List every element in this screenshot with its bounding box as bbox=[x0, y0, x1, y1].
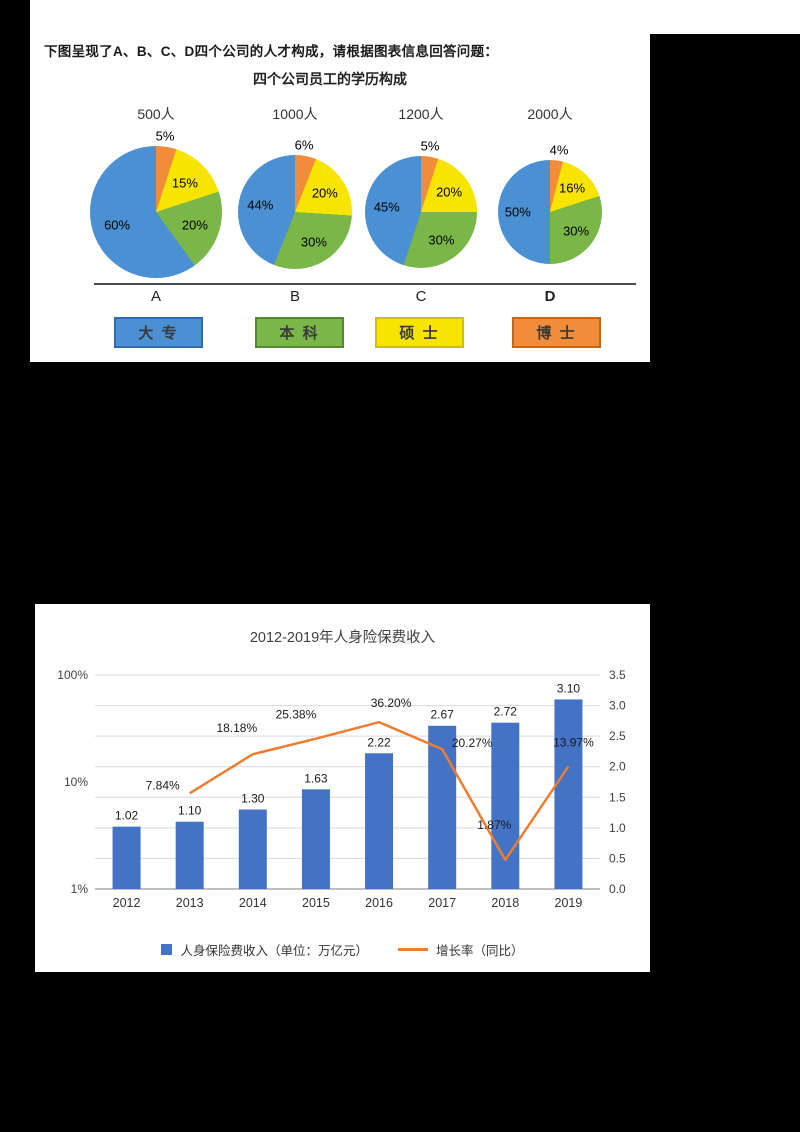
x-axis-label-2015: 2015 bbox=[302, 896, 330, 910]
pie-A-label-博士: 5% bbox=[155, 128, 175, 144]
pie-letter-B: B bbox=[289, 288, 301, 305]
pie-C bbox=[365, 156, 477, 268]
pie-D-label-硕士: 16% bbox=[559, 180, 586, 196]
line-series-swatch bbox=[398, 948, 428, 951]
x-axis-label-2016: 2016 bbox=[365, 896, 393, 910]
pie-A-label-本科: 20% bbox=[181, 217, 208, 233]
pie-B-label-博士: 6% bbox=[294, 137, 314, 153]
pie-baseline bbox=[94, 283, 636, 285]
combo-chart-panel: 2012-2019年人身险保费收入 1.02 1.10 1.30 1.63 2.22 2.… bbox=[35, 604, 650, 972]
pie-chart-panel: 下图呈现了A、B、C、D四个公司的人才构成，请根据图表信息回答问题： 四个公司员… bbox=[30, 0, 650, 362]
bar-label-2013: 1.10 bbox=[178, 804, 202, 818]
axis-labels: 3.5 3.0 2.5 2.0 1.5 1.0 0.5 0.0 100% 10% 1% 2012 201… bbox=[57, 668, 626, 910]
line-label-2013: 7.84% bbox=[146, 778, 180, 792]
pie-header-C: 1200人 bbox=[398, 106, 444, 122]
bar-2016 bbox=[365, 753, 394, 889]
line-label-2016: 36.20% bbox=[371, 696, 412, 710]
bar-label-2017: 2.67 bbox=[431, 708, 455, 722]
left-axis-tick: 100% bbox=[57, 668, 88, 682]
bar-label-2019: 3.10 bbox=[557, 681, 581, 695]
right-axis-tick: 0.5 bbox=[609, 851, 626, 865]
bar-label-2018: 2.72 bbox=[494, 705, 518, 719]
x-axis-label-2017: 2017 bbox=[428, 896, 456, 910]
pie-legend-item-3: 硕 士 bbox=[375, 317, 464, 348]
bar-series-label: 人身保险费收入（单位：万亿元） bbox=[180, 944, 368, 958]
combo-chart-title: 2012-2019年人身险保费收入 bbox=[249, 630, 436, 646]
bar-2017 bbox=[428, 725, 457, 889]
pie-A bbox=[90, 146, 222, 278]
line-series-label: 增长率（同比） bbox=[436, 944, 524, 958]
right-axis-tick: 2.0 bbox=[609, 760, 626, 774]
pie-header-B: 1000人 bbox=[272, 106, 318, 122]
combo-chart: 1.02 1.10 1.30 1.63 2.22 2.67 2.72 3.10 7.84% 18.… bbox=[57, 668, 626, 910]
pie-B bbox=[238, 155, 352, 269]
combo-chart-legend: 人身保险费收入（单位：万亿元） 增长率（同比） bbox=[35, 940, 650, 959]
pie-C-label-硕士: 20% bbox=[436, 184, 463, 200]
pie-D-label-博士: 4% bbox=[549, 142, 569, 158]
bar-2018 bbox=[491, 722, 520, 889]
bar-label-2015: 1.63 bbox=[304, 771, 328, 785]
line-label-2014: 18.18% bbox=[216, 721, 257, 735]
pie-D bbox=[498, 160, 602, 264]
pie-B-label-大专: 44% bbox=[247, 197, 274, 213]
pie-A-label-硕士: 15% bbox=[171, 175, 198, 191]
pie-header-D: 2000人 bbox=[527, 106, 573, 122]
x-axis-label-2013: 2013 bbox=[176, 896, 204, 910]
pie-C-label-博士: 5% bbox=[420, 138, 440, 154]
pie-chart-title: 四个公司员工的学历构成 bbox=[253, 71, 407, 87]
right-axis-tick: 3.0 bbox=[609, 699, 626, 713]
pie-legend-item-4: 博 士 bbox=[512, 317, 601, 348]
line-value-labels: 7.84% 18.18% 25.38% 36.20% 20.27% 1.87% 13.97% bbox=[146, 696, 594, 832]
growth-line-path bbox=[189, 720, 570, 862]
pie-letter-D: D bbox=[544, 288, 556, 305]
pie-B-label-硕士: 20% bbox=[311, 185, 338, 201]
x-axis-label-2012: 2012 bbox=[113, 896, 141, 910]
right-axis-tick: 2.5 bbox=[609, 729, 626, 743]
question-prompt: 下图呈现了A、B、C、D四个公司的人才构成，请根据图表信息回答问题： bbox=[44, 44, 499, 59]
pie-letter-A: A bbox=[150, 288, 162, 305]
pie-legend-item-1: 大 专 bbox=[114, 317, 203, 348]
right-axis-tick: 3.5 bbox=[609, 668, 626, 682]
line-label-2015: 25.38% bbox=[276, 708, 317, 722]
bar-value-labels: 1.02 1.10 1.30 1.63 2.22 2.67 2.72 3.10 bbox=[115, 681, 581, 822]
bar-2012 bbox=[112, 826, 141, 889]
pie-letter-C: C bbox=[415, 288, 427, 305]
right-axis-tick: 1.5 bbox=[609, 790, 626, 804]
pie-D-label-本科: 30% bbox=[563, 223, 590, 239]
bar-2013 bbox=[175, 821, 204, 889]
right-axis-tick: 1.0 bbox=[609, 821, 626, 835]
bar-label-2014: 1.30 bbox=[241, 792, 265, 806]
line-label-2019: 13.97% bbox=[553, 735, 594, 749]
bar-label-2012: 1.02 bbox=[115, 809, 139, 823]
bar-2019 bbox=[554, 699, 583, 889]
line-label-2017: 20.27% bbox=[452, 736, 493, 750]
bar-2014 bbox=[238, 809, 267, 889]
left-axis-tick: 10% bbox=[64, 775, 88, 789]
pie-C-label-本科: 30% bbox=[428, 232, 455, 248]
x-axis-label-2014: 2014 bbox=[239, 896, 267, 910]
x-axis-label-2018: 2018 bbox=[491, 896, 519, 910]
line-label-2018: 1.87% bbox=[477, 818, 511, 832]
growth-line bbox=[189, 720, 570, 862]
bar-2015 bbox=[301, 789, 330, 889]
pie-A-label-大专: 60% bbox=[104, 217, 131, 233]
right-axis-tick: 0.0 bbox=[609, 882, 626, 896]
x-axis-label-2019: 2019 bbox=[555, 896, 583, 910]
pie-legend-item-2: 本 科 bbox=[255, 317, 344, 348]
bar-series-swatch bbox=[161, 944, 173, 955]
pie-D-label-大专: 50% bbox=[504, 204, 531, 220]
left-axis-tick: 1% bbox=[71, 882, 89, 896]
pie-header-A: 500人 bbox=[137, 106, 175, 122]
bars bbox=[112, 699, 583, 889]
pie-B-label-本科: 30% bbox=[300, 234, 327, 250]
pie-C-label-大专: 45% bbox=[373, 199, 400, 215]
bar-label-2016: 2.22 bbox=[367, 735, 391, 749]
